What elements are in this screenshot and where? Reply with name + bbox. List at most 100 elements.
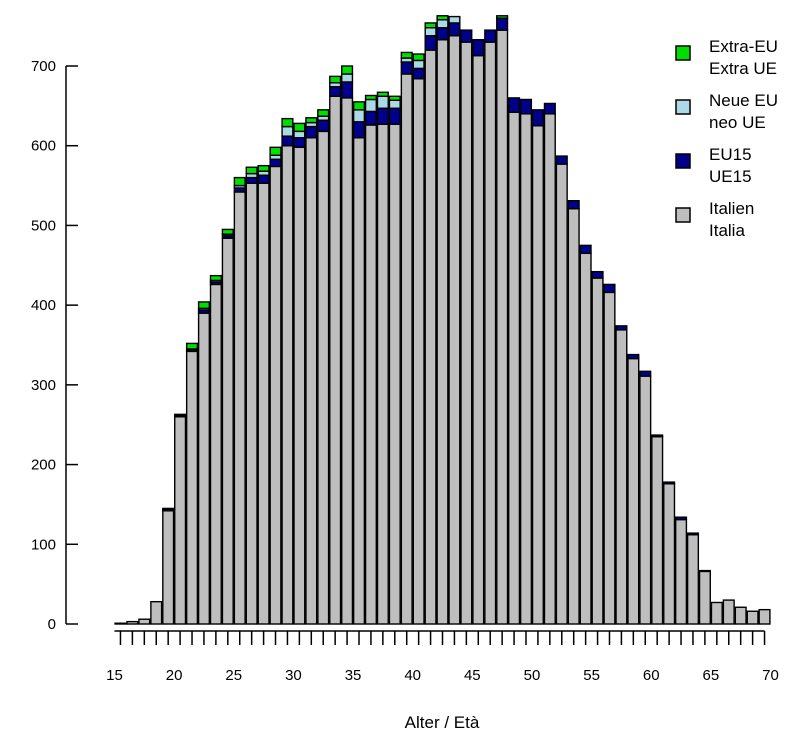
- bar-segment: [364, 94, 378, 101]
- bar-segment: [245, 166, 258, 175]
- bar-segment: [388, 123, 401, 625]
- legend-swatch: [675, 45, 691, 61]
- bar-segment: [639, 375, 652, 625]
- bar-segment: [341, 97, 354, 625]
- legend-swatch: [675, 153, 691, 169]
- legend-label: Neue EU neo UE: [709, 91, 778, 132]
- bar-segment: [114, 622, 127, 625]
- x-tick-label: 55: [583, 667, 600, 684]
- bar-segment: [424, 27, 437, 37]
- bar-segment: [555, 155, 568, 165]
- x-axis-title: Alter / Età: [405, 713, 480, 732]
- bar-segment: [269, 146, 282, 156]
- bar-segment: [305, 125, 318, 139]
- bar-segment: [376, 107, 389, 125]
- bar-segment: [174, 413, 187, 416]
- bar-segment: [281, 135, 294, 147]
- legend-label: Italien Italia: [709, 199, 754, 240]
- bar-segment: [639, 370, 652, 377]
- bar-segment: [674, 516, 688, 521]
- x-tick-label: 40: [404, 667, 421, 684]
- bar-segment: [627, 357, 640, 625]
- bar-segment: [305, 137, 318, 625]
- bar-segment: [698, 570, 711, 625]
- bar-segment: [507, 97, 521, 113]
- bar-segment: [317, 119, 330, 133]
- bar-segment: [233, 191, 246, 625]
- bars: [114, 15, 771, 625]
- bar-segment: [341, 73, 354, 83]
- legend-swatch: [675, 99, 691, 115]
- bar-segment: [496, 15, 509, 19]
- bar-segment: [162, 510, 175, 625]
- y-tick-label: 200: [31, 457, 56, 474]
- bar-segment: [567, 207, 580, 625]
- bar-segment: [579, 244, 592, 255]
- bar-segment: [293, 137, 306, 149]
- bar-segment: [233, 176, 246, 187]
- bar-segment: [460, 29, 473, 43]
- bar-segment: [245, 182, 258, 625]
- bar-segment: [317, 130, 330, 625]
- bar-segment: [317, 109, 330, 117]
- bar-segment: [746, 610, 759, 625]
- bar-segment: [686, 534, 700, 625]
- bar-segment: [424, 22, 437, 29]
- bar-segment: [376, 91, 389, 97]
- bar-segment: [758, 608, 771, 625]
- bar-segment: [627, 353, 640, 360]
- bar-segment: [209, 283, 222, 625]
- bar-segment: [329, 86, 342, 97]
- legend: Extra-EU Extra UE Neue EU neo UE EU15 UE15 Ita…: [675, 37, 778, 240]
- bar-segment: [412, 59, 425, 70]
- bar-segment: [448, 15, 461, 24]
- bar-segment: [185, 342, 199, 350]
- bar-segment: [412, 53, 425, 62]
- y-tick-label: 300: [31, 377, 56, 394]
- bar-segment: [484, 29, 497, 43]
- bar-segment: [352, 121, 366, 139]
- bar-segment: [651, 434, 664, 438]
- bar-segment: [543, 113, 556, 625]
- bar-segment: [185, 350, 199, 625]
- bar-segment: [281, 117, 294, 128]
- bar-segment: [519, 98, 533, 115]
- bar-segment: [496, 29, 509, 625]
- bar-segment: [734, 606, 747, 625]
- bar-segment: [472, 38, 485, 57]
- bar-segment: [412, 78, 425, 625]
- bar-segment: [341, 65, 354, 75]
- x-tick-label: 45: [464, 667, 481, 684]
- bar-segment: [257, 164, 270, 172]
- bar-segment: [221, 228, 234, 235]
- bar-segment: [519, 113, 533, 625]
- bar-segment: [424, 35, 437, 51]
- bar-segment: [269, 165, 282, 625]
- legend-label: Extra-EU Extra UE: [709, 37, 778, 78]
- bar-segment: [197, 301, 211, 310]
- x-tick-label: 15: [106, 667, 123, 684]
- x-tick-label: 30: [285, 667, 302, 684]
- bar-segment: [138, 618, 151, 625]
- bar-segment: [603, 291, 616, 625]
- bar-segment: [364, 124, 378, 625]
- bar-segment: [460, 41, 473, 625]
- bar-segment: [245, 176, 258, 184]
- bar-segment: [686, 532, 700, 536]
- bar-segment: [364, 98, 378, 113]
- y-tick-label: 400: [31, 297, 56, 314]
- y-tick-label: 100: [31, 536, 56, 553]
- bar-segment: [197, 312, 211, 625]
- legend-label: EU15 UE15: [709, 145, 752, 186]
- bar-segment: [615, 325, 628, 331]
- y-tick-label: 500: [31, 217, 56, 234]
- bar-segment: [710, 601, 723, 625]
- bar-segment: [436, 38, 449, 625]
- bar-segment: [472, 54, 485, 625]
- bar-segment: [436, 27, 449, 41]
- x-axis: 15 20 25 30 35 40 45 50 55 60 65 70: [106, 630, 779, 684]
- bar-segment: [579, 252, 592, 625]
- bar-segment: [436, 15, 449, 21]
- y-axis: 0 100 200 300 400 500 600 700: [31, 58, 78, 633]
- bar-segment: [281, 145, 294, 625]
